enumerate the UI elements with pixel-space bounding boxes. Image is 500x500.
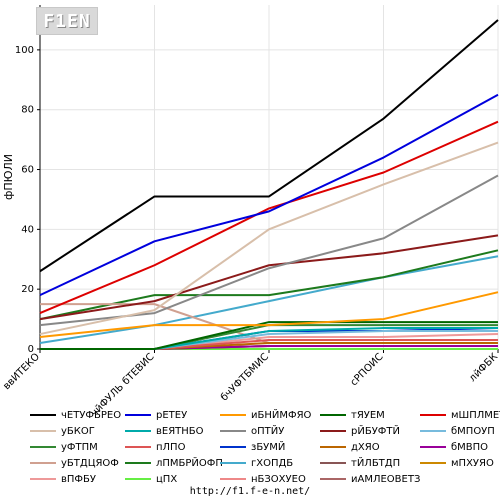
series-line [39, 291, 499, 339]
legend-item: уБКОГ [30, 423, 95, 439]
legend-item: пЛПО [125, 439, 185, 455]
series-line [40, 321, 498, 350]
legend-item: бМПОУП [420, 423, 495, 439]
series-line [39, 93, 499, 297]
legend-label: рЙБУФТЙ [351, 425, 400, 437]
legend-label: оПТЙУ [251, 425, 285, 437]
legend-label: мШПЛМЕТ [451, 409, 500, 421]
legend-label: зБУМЙ [251, 441, 286, 453]
f1en-logo: F1EN [36, 7, 98, 35]
legend-item: рЕТЕУ [125, 407, 187, 423]
legend-swatch [220, 430, 246, 432]
chart-legend: чЕТУФБРЕО рЕТЕУ иБНЙМФЯО тЯУЕМ мШПЛМЕТ уБКОГ в… [30, 407, 500, 489]
legend-item: оПТЙУ [220, 423, 284, 439]
legend-item: чЕТУФБРЕО [30, 407, 121, 423]
series-line [39, 234, 499, 321]
legend-swatch [320, 446, 346, 448]
legend-item: уБТДЦЯОФ [30, 455, 119, 471]
y-tick-label: 100 [15, 45, 34, 56]
x-tick-label: лйФБК [467, 351, 500, 384]
series-line [39, 255, 499, 345]
legend-swatch [320, 414, 346, 416]
legend-label: бМВПО [451, 441, 489, 453]
legend-item: гХОПДБ [220, 455, 293, 471]
legend-label: нБЗОХУЕО [251, 473, 306, 485]
legend-swatch [420, 462, 446, 464]
legend-swatch [30, 430, 56, 432]
series-line [39, 19, 499, 273]
legend-swatch [125, 462, 151, 464]
legend-label: цПХ [156, 473, 178, 485]
legend-swatch [30, 478, 56, 480]
footer-url[interactable]: http://f1.f-e-n.net/ [189, 486, 311, 497]
x-tick-label: бчУФТБМИС [219, 351, 271, 403]
legend-item: лПМБРЙОФП [125, 455, 223, 471]
y-tick-label: 0 [28, 344, 34, 355]
y-tick-label: 80 [21, 105, 34, 116]
legend-label: тЙЛБТДП [351, 457, 401, 469]
legend-item: вПФБУ [30, 471, 96, 487]
y-axis-label: фПЮЛИ [2, 154, 15, 200]
y-tick-label: 20 [21, 284, 34, 295]
legend-label: иАМЛЕОВЕТЗ [351, 473, 421, 485]
legend-swatch [320, 462, 346, 464]
legend-swatch [420, 414, 446, 416]
legend-item: мШПЛМЕТ [420, 407, 500, 423]
legend-swatch [30, 462, 56, 464]
legend-label: вЕЯТНБО [156, 425, 204, 437]
legend-item: дХЯО [320, 439, 380, 455]
legend-item: зБУМЙ [220, 439, 285, 455]
legend-label: рЕТЕУ [156, 409, 188, 421]
series-line [39, 120, 499, 315]
legend-swatch [420, 430, 446, 432]
legend-swatch [220, 478, 246, 480]
legend-item: мПХУЯО [420, 455, 494, 471]
legend-label: бМПОУП [451, 425, 495, 437]
legend-swatch [125, 446, 151, 448]
legend-item: тЯУЕМ [320, 407, 385, 423]
legend-item: нБЗОХУЕО [220, 471, 306, 487]
legend-label: иБНЙМФЯО [251, 409, 312, 421]
legend-item: бМВПО [420, 439, 488, 455]
legend-swatch [125, 414, 151, 416]
x-tick-label: сРПОИС [349, 351, 386, 388]
legend-label: тЯУЕМ [351, 409, 385, 421]
y-tick-label: 60 [21, 165, 34, 176]
legend-item: вЕЯТНБО [125, 423, 204, 439]
legend-item: уФТПМ [30, 439, 98, 455]
legend-label: чЕТУФБРЕО [61, 409, 122, 421]
legend-item: цПХ [125, 471, 177, 487]
legend-swatch [220, 414, 246, 416]
legend-swatch [125, 430, 151, 432]
series-line [39, 141, 499, 336]
legend-label: дХЯО [351, 441, 380, 453]
legend-label: вПФБУ [61, 473, 96, 485]
legend-item: тЙЛБТДП [320, 455, 400, 471]
y-tick-label: 40 [21, 224, 34, 235]
legend-swatch [125, 478, 151, 480]
legend-swatch [30, 414, 56, 416]
legend-label: уБТДЦЯОФ [61, 457, 119, 469]
legend-swatch [30, 446, 56, 448]
legend-label: гХОПДБ [251, 457, 294, 469]
legend-swatch [320, 430, 346, 432]
legend-item: рЙБУФТЙ [320, 423, 400, 439]
legend-label: лПМБРЙОФП [156, 457, 223, 469]
legend-label: уБКОГ [61, 425, 95, 437]
legend-item: иБНЙМФЯО [220, 407, 311, 423]
legend-item: иАМЛЕОВЕТЗ [320, 471, 420, 487]
legend-swatch [220, 462, 246, 464]
legend-label: пЛПО [156, 441, 186, 453]
x-tick-label: ввИТЕКО [1, 351, 42, 392]
legend-label: уФТПМ [61, 441, 98, 453]
legend-label: мПХУЯО [451, 457, 494, 469]
legend-swatch [320, 478, 346, 480]
legend-swatch [420, 446, 446, 448]
legend-swatch [220, 446, 246, 448]
